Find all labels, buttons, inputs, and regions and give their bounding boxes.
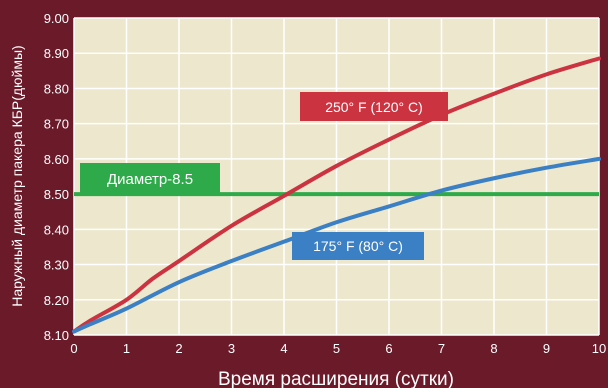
- x-tick-label: 4: [280, 341, 287, 356]
- y-tick-label: 8.70: [44, 117, 69, 132]
- series-label-175: 175° F (80° C): [292, 232, 424, 260]
- x-tick-label: 5: [333, 341, 340, 356]
- y-axis-title: Наружный диаметр пакера КБР(дюймы): [9, 45, 25, 306]
- x-tick-label: 3: [228, 341, 235, 356]
- series-line-0: [72, 56, 601, 334]
- y-tick-label: 8.90: [44, 46, 69, 61]
- y-tick-label: 8.20: [44, 293, 69, 308]
- y-tick-label: 8.40: [44, 222, 69, 237]
- series-label-175-text: 175° F (80° C): [313, 238, 403, 254]
- x-axis-title: Время расширения (сутки): [218, 369, 454, 388]
- y-tick-label: 8.50: [44, 187, 69, 202]
- x-tick-label: 9: [543, 341, 550, 356]
- threshold-label-text: Диаметр-8.5: [107, 171, 193, 188]
- series-label-250-bg: [300, 92, 448, 121]
- threshold-label: Диаметр-8.5: [80, 163, 220, 193]
- y-tick-label: 9.00: [44, 11, 69, 26]
- y-tick-label: 8.10: [44, 328, 69, 343]
- threshold-label-bg: [80, 163, 220, 193]
- y-tick-label: 8.60: [44, 152, 69, 167]
- x-tick-label: 2: [175, 341, 182, 356]
- series-label-250-text: 250° F (120° C): [325, 99, 423, 115]
- series-line-1: [72, 156, 601, 334]
- x-tick-label: 6: [385, 341, 392, 356]
- x-axis-ticks: 0 1 2 3 4 5 6 7 8 9 10: [70, 341, 606, 356]
- series-label-250: 250° F (120° C): [300, 92, 448, 121]
- x-tick-label: 8: [490, 341, 497, 356]
- x-tick-label: 0: [70, 341, 77, 356]
- y-axis-ticks: 8.10 8.20 8.30 8.40 8.50 8.60 8.70 8.80 8.90 9.00: [44, 11, 69, 343]
- series-lines: [72, 56, 601, 334]
- x-tick-label: 7: [438, 341, 445, 356]
- x-tick-label: 1: [123, 341, 130, 356]
- y-tick-label: 8.30: [44, 258, 69, 273]
- x-tick-label: 10: [592, 341, 606, 356]
- y-tick-label: 8.80: [44, 81, 69, 96]
- series-label-175-bg: [292, 232, 424, 260]
